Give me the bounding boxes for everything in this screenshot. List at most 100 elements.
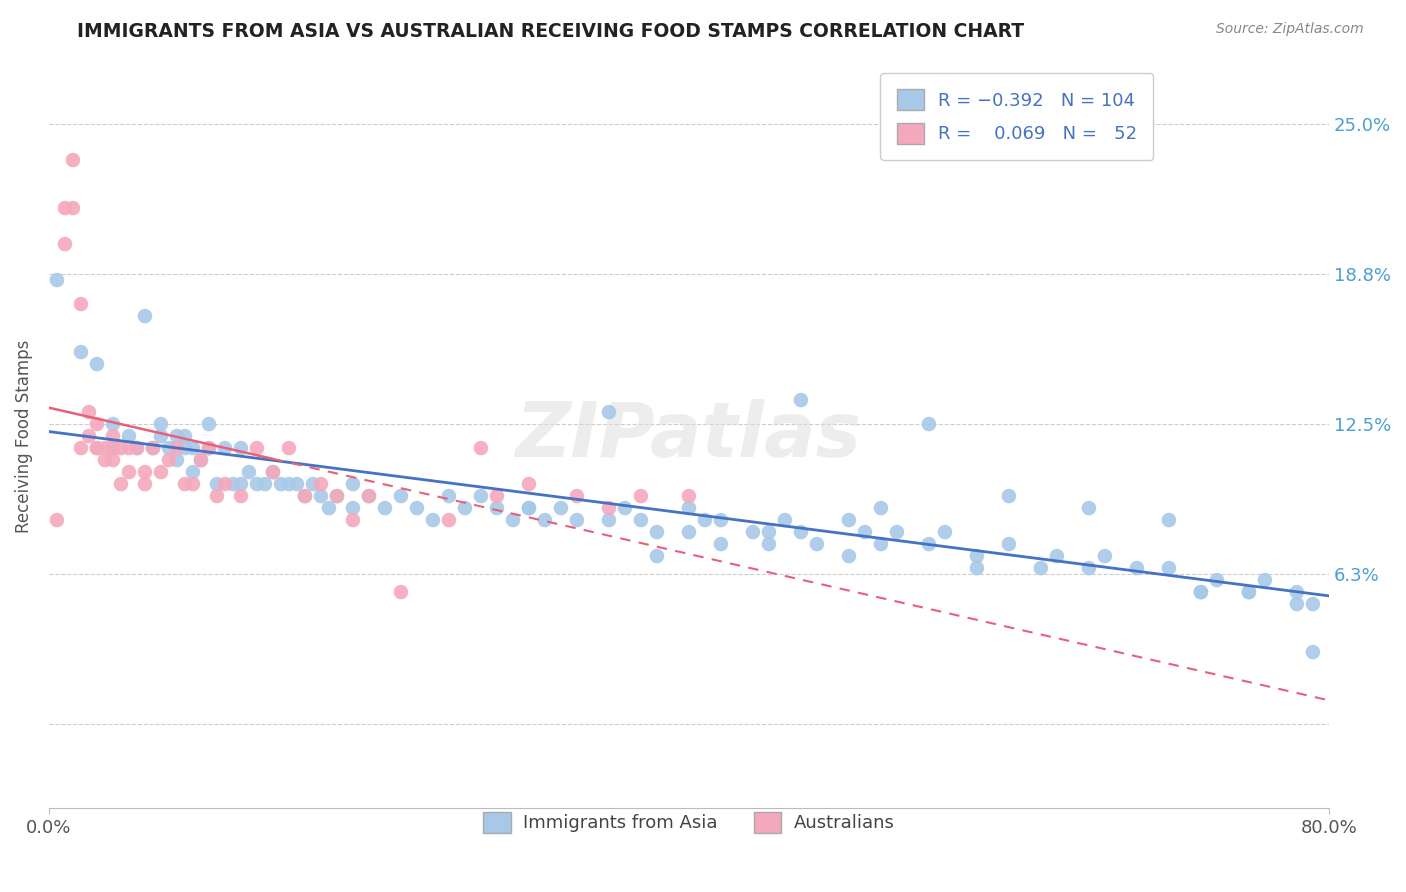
Point (342, 501, 364, 516)
Point (142, 441, 165, 455)
Point (166, 441, 188, 455)
Point (198, 417, 221, 431)
Point (198, 441, 221, 455)
Point (342, 513, 364, 527)
Point (262, 465, 284, 479)
Point (190, 453, 212, 467)
Point (174, 441, 197, 455)
Point (678, 501, 700, 516)
Point (966, 561, 988, 575)
Point (229, 477, 252, 491)
Point (326, 489, 349, 503)
Point (174, 429, 197, 443)
Point (149, 465, 172, 479)
Point (598, 405, 620, 419)
Point (758, 525, 780, 540)
Point (454, 501, 477, 516)
Point (406, 501, 429, 516)
Point (342, 477, 364, 491)
Point (838, 549, 860, 563)
Point (1126, 561, 1149, 575)
Point (389, 489, 412, 503)
Point (149, 417, 172, 431)
Point (998, 537, 1021, 551)
Point (309, 477, 332, 491)
Point (966, 549, 988, 563)
Point (62, 153, 84, 167)
Point (613, 501, 636, 516)
Point (181, 465, 204, 479)
Point (198, 441, 221, 455)
Point (309, 489, 332, 503)
Point (125, 441, 148, 455)
Point (70, 297, 93, 311)
Point (1157, 561, 1180, 575)
Point (125, 441, 148, 455)
Point (302, 477, 325, 491)
Point (134, 309, 156, 323)
Point (229, 489, 252, 503)
Point (790, 393, 813, 408)
Point (101, 441, 124, 455)
Point (773, 513, 796, 527)
Point (838, 513, 860, 527)
Point (389, 585, 412, 599)
Point (758, 537, 780, 551)
Point (94, 453, 117, 467)
Point (1189, 585, 1212, 599)
Point (374, 501, 396, 516)
Point (190, 453, 212, 467)
Point (285, 477, 308, 491)
Point (1285, 597, 1308, 611)
Point (485, 501, 508, 516)
Point (918, 537, 941, 551)
Point (678, 489, 700, 503)
Point (710, 537, 733, 551)
Point (142, 441, 165, 455)
Point (485, 489, 508, 503)
Point (437, 489, 460, 503)
Point (181, 477, 204, 491)
Point (205, 477, 228, 491)
Text: Source: ZipAtlas.com: Source: ZipAtlas.com (1216, 22, 1364, 37)
Point (357, 489, 380, 503)
Point (214, 441, 236, 455)
Point (693, 513, 716, 527)
Point (357, 489, 380, 503)
Point (278, 477, 301, 491)
Point (270, 477, 292, 491)
Point (598, 513, 620, 527)
Point (253, 477, 276, 491)
Point (157, 441, 180, 455)
Point (678, 525, 700, 540)
Point (806, 537, 828, 551)
Point (62, 201, 84, 215)
Point (46, 273, 69, 287)
Point (565, 513, 588, 527)
Point (94, 441, 117, 455)
Point (294, 489, 316, 503)
Point (118, 429, 141, 443)
Point (149, 429, 172, 443)
Point (1094, 549, 1116, 563)
Point (517, 501, 540, 516)
Point (1285, 585, 1308, 599)
Point (229, 441, 252, 455)
Point (110, 441, 132, 455)
Point (534, 513, 557, 527)
Point (422, 513, 444, 527)
Point (710, 513, 733, 527)
Point (1237, 585, 1260, 599)
Point (918, 417, 941, 431)
Point (174, 477, 197, 491)
Point (1077, 501, 1099, 516)
Point (630, 489, 652, 503)
Point (157, 453, 180, 467)
Point (86, 441, 108, 455)
Point (294, 489, 316, 503)
Point (118, 465, 141, 479)
Legend: Immigrants from Asia, Australians: Immigrants from Asia, Australians (477, 805, 901, 840)
Point (1302, 645, 1324, 659)
Point (437, 513, 460, 527)
Point (214, 477, 236, 491)
